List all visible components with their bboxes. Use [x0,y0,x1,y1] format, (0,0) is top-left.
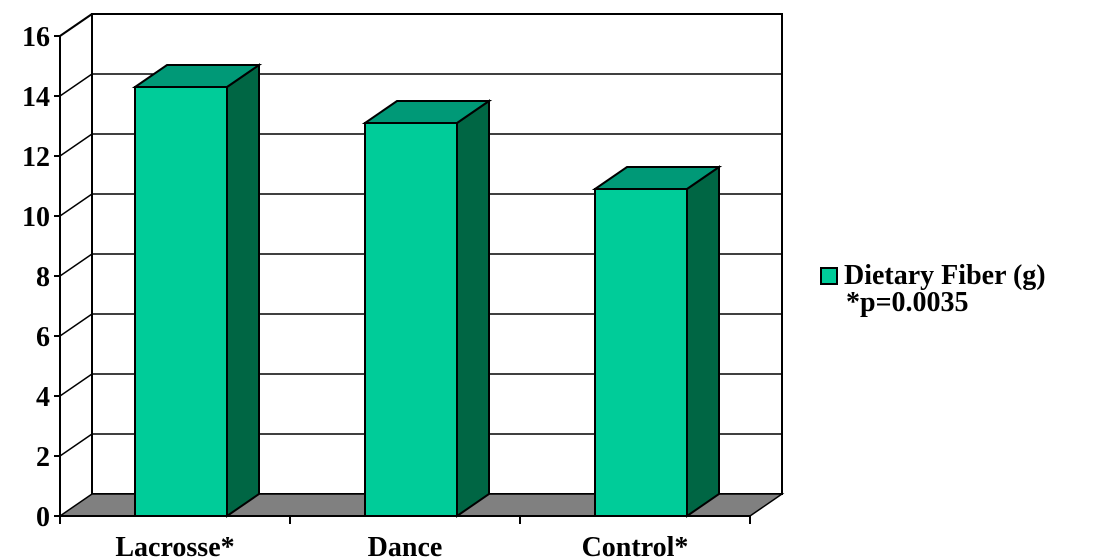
legend-series-label: Dietary Fiber (g) [844,260,1046,291]
x-tick-label: Control* [582,532,689,558]
legend-swatch [820,266,838,285]
y-tick-label: 6 [36,322,50,353]
gridline-side [59,133,93,157]
y-tick-label: 8 [36,262,50,293]
x-tick-label: Lacrosse* [115,532,234,558]
y-tick-label: 14 [22,82,50,113]
gridline-side [59,253,93,277]
y-tick-label: 16 [22,22,50,53]
x-tick-label: Dance [368,532,443,558]
legend-note: *p=0.0035 [846,287,969,318]
gridline-side [59,313,93,337]
y-tick-label: 2 [36,442,50,473]
bar [364,122,458,517]
gridline-side [59,373,93,397]
y-tick-label: 12 [22,142,50,173]
legend: Dietary Fiber (g) *p=0.0035 [820,260,1100,318]
bar [594,188,688,517]
y-tick-label: 0 [36,502,50,533]
gridline-side [59,193,93,217]
bar-side [686,165,720,518]
bar-side [456,99,490,518]
y-tick-label: 10 [22,202,50,233]
gridline-side [59,433,93,457]
bar-side [226,63,260,518]
y-tick-label: 4 [36,382,50,413]
bar [134,86,228,517]
y-axis-top-edge [59,13,93,37]
gridline-side [59,73,93,97]
legend-entry: Dietary Fiber (g) [820,260,1100,291]
